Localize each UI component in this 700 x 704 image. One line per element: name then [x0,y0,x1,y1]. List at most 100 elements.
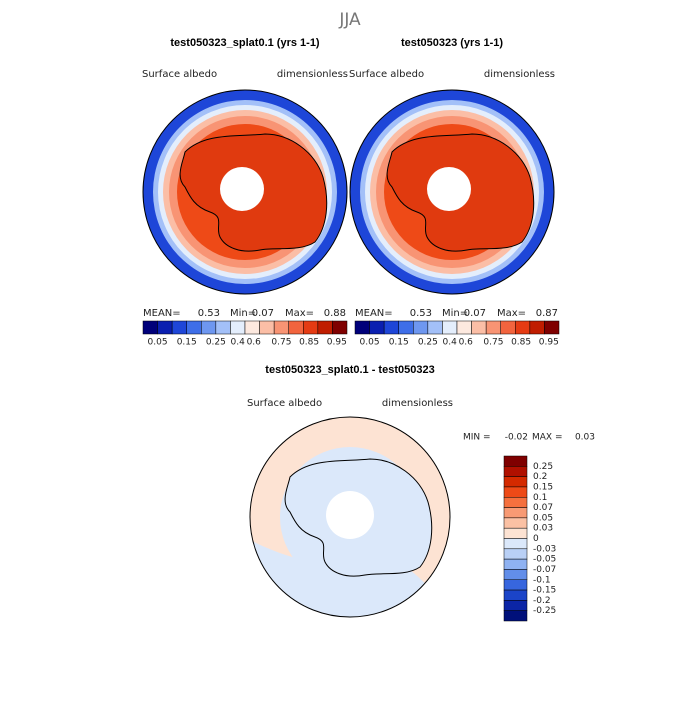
mean-label: MEAN= [355,308,393,319]
colorbar-box [503,527,528,539]
colorbar-label: 0.05 [148,338,168,348]
no-data [427,167,471,211]
colorbar-label: -0.25 [533,606,556,616]
map [143,90,347,294]
max-value: 0.87 [536,308,558,319]
colorbar-box [398,320,414,335]
colorbar-label: 0.95 [327,338,347,348]
colorbar-box [332,320,348,335]
colorbar-box [369,320,385,335]
colorbar-box [244,320,260,335]
colorbar-box [500,320,516,335]
field-name: Surface albedo [247,398,322,409]
colorbar-label: -0.05 [533,555,556,565]
field-name: Surface albedo [142,69,217,80]
units: dimensionless [382,398,453,409]
colorbar-label: 0.85 [299,338,319,348]
colorbar-label: 0.15 [533,482,553,492]
colorbar-label: 0.4 [443,338,458,348]
colorbar-box [201,320,217,335]
map-border [142,89,348,295]
panel-title: test050323_splat0.1 - test050323 [265,364,434,376]
colorbar-box [186,320,202,335]
colorbar-label: -0.1 [533,575,551,585]
colorbar-box [215,320,231,335]
no-data [220,167,264,211]
colorbar-box [317,320,333,335]
min-label: MIN = [463,433,491,443]
colorbar-label: -0.2 [533,596,551,606]
colorbar-label: 0.25 [533,462,553,472]
mean-value: 0.53 [410,308,432,319]
colorbar-label: 0.03 [533,524,553,534]
colorbar-box [413,320,429,335]
colorbar-box [427,320,443,335]
min-value: -0.02 [505,433,528,443]
colorbar-box [503,579,528,591]
mean-value: 0.53 [198,308,220,319]
map [350,90,554,294]
colorbar-box [503,507,528,519]
panel-title: test050323_splat0.1 (yrs 1-1) [170,37,320,49]
units: dimensionless [277,69,348,80]
colorbar-box [485,320,501,335]
colorbar-box [503,569,528,580]
max-value: 0.88 [324,308,346,319]
colorbar-box [544,320,560,335]
colorbar-label: 0.25 [206,338,226,348]
colorbar-box [456,320,472,335]
colorbar-box [503,466,528,477]
units: dimensionless [484,69,555,80]
colorbar-label: 0.4 [231,338,246,348]
colorbar-label: 0.05 [360,338,380,348]
colorbar-label: 0.6 [459,338,474,348]
colorbar-box [259,320,275,335]
colorbar-box [503,517,528,529]
colorbar-box [503,455,528,467]
no-data [326,491,374,539]
colorbar-box [503,497,528,508]
map [250,417,450,617]
colorbar-label: -0.15 [533,586,556,596]
colorbar-label: 0.75 [271,338,291,348]
colorbar-box [157,320,173,335]
colorbar-label: 0.85 [511,338,531,348]
colorbar-box [171,320,187,335]
min-label: Min= [230,308,256,319]
colorbar-box [273,320,289,335]
panel-title: test050323 (yrs 1-1) [401,37,503,49]
colorbar-box [288,320,304,335]
colorbar-box [503,548,528,560]
min-label: Min= [442,308,468,319]
colorbar-box [503,589,528,601]
colorbar-box [503,558,528,570]
colorbar-label: 0.05 [533,513,553,523]
map-border [249,416,451,618]
colorbar-box [142,320,158,335]
colorbar-label: 0.15 [389,338,409,348]
max-label: Max= [497,308,526,319]
colorbar-label: 0.2 [533,472,547,482]
field-name: Surface albedo [349,69,424,80]
colorbar-label: 0.95 [539,338,559,348]
map-border [349,89,555,295]
max-label: Max= [285,308,314,319]
colorbar-box [354,320,370,335]
colorbar-box [515,320,531,335]
colorbar-box [230,320,246,335]
min-value: 0.07 [464,308,486,319]
colorbar-label: 0.15 [177,338,197,348]
figure-title: JJA [338,10,361,30]
min-value: 0.07 [252,308,274,319]
colorbar-label: 0 [533,534,539,544]
colorbar-box [471,320,487,335]
colorbar-box [503,600,528,611]
colorbar-label: 0.1 [533,493,547,503]
colorbar-label: -0.03 [533,544,556,554]
colorbar-label: 0.25 [418,338,438,348]
mean-label: MEAN= [143,308,181,319]
colorbar-box [529,320,545,335]
colorbar-box [303,320,319,335]
colorbar-box [503,610,528,622]
